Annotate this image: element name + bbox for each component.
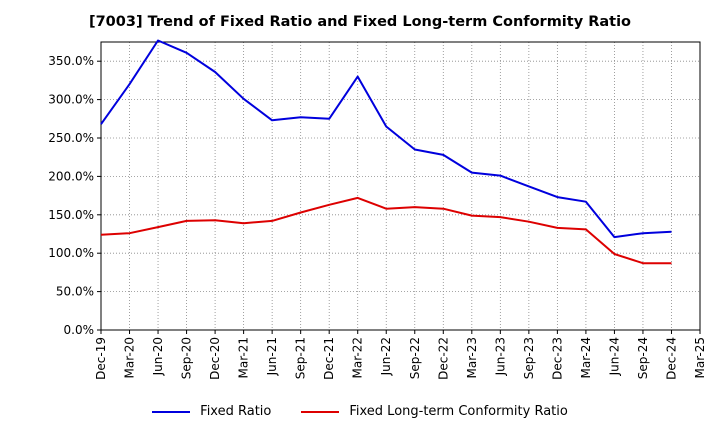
x-tick-label: Jun-24 (607, 337, 621, 376)
series-line-1 (100, 39, 672, 239)
legend: Fixed Ratio Fixed Long-term Conformity R… (0, 404, 720, 419)
y-tick-label: 300.0% (48, 93, 94, 107)
legend-swatch-series-2 (301, 410, 340, 413)
series-line-2 (100, 196, 672, 265)
x-tick-label: Sep-22 (408, 337, 422, 379)
x-tick-label: Mar-24 (579, 337, 593, 378)
x-tick-label: Mar-22 (351, 337, 365, 378)
x-tick-label: Mar-20 (123, 337, 137, 378)
x-tick-label: Dec-19 (94, 337, 108, 380)
x-tick-label: Mar-23 (465, 337, 479, 378)
x-tick-label: Jun-20 (151, 337, 165, 376)
chart-title: [7003] Trend of Fixed Ratio and Fixed Lo… (88, 14, 632, 30)
x-tick-label: Sep-24 (636, 337, 650, 379)
x-tick-label: Jun-22 (379, 337, 393, 376)
y-tick-label: 0.0% (64, 323, 95, 337)
y-tick-label: 100.0% (48, 246, 94, 260)
x-tick-label: Mar-25 (693, 337, 707, 378)
y-tick-label: 200.0% (48, 169, 94, 183)
legend-swatch-series-1 (152, 410, 191, 413)
y-tick-label: 350.0% (48, 54, 94, 68)
x-tick-label: Mar-21 (237, 337, 251, 378)
x-tick-label: Sep-21 (294, 337, 308, 379)
y-tick-label: 250.0% (48, 131, 94, 145)
legend-label-series-1: Fixed Ratio (200, 404, 272, 419)
x-tick-label: Jun-23 (493, 337, 507, 376)
x-tick-label: Dec-21 (322, 337, 336, 380)
plot-frame (100, 41, 701, 331)
x-tick-label: Sep-20 (180, 337, 194, 379)
x-tick-label: Dec-24 (664, 337, 678, 380)
x-tick-label: Sep-23 (522, 337, 536, 379)
legend-item-series-1: Fixed Ratio (152, 404, 271, 419)
legend-label-series-2: Fixed Long-term Conformity Ratio (349, 404, 568, 419)
y-tick-label: 150.0% (48, 208, 94, 222)
x-tick-label: Jun-21 (265, 337, 279, 376)
x-tick-label: Dec-23 (550, 337, 564, 380)
x-tick-label: Dec-22 (436, 337, 450, 380)
x-tick-label: Dec-20 (208, 337, 222, 380)
legend-item-series-2: Fixed Long-term Conformity Ratio (301, 404, 568, 419)
y-tick-label: 50.0% (56, 285, 94, 299)
